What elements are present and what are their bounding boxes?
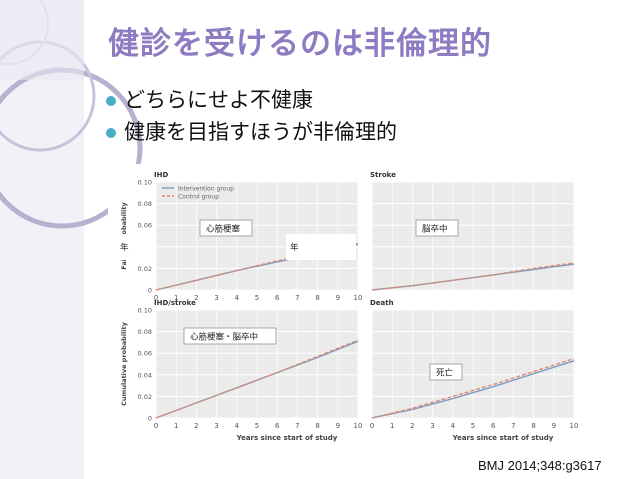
annotation-box [183,327,277,345]
slide-title: 健診を受けるのは非倫理的 [108,26,492,62]
x-tick-label: 6 [275,422,280,430]
bullet-dot-icon [106,128,116,138]
series-line-intervention [371,360,575,419]
bullet-text: どちらにせよ不健康 [124,88,313,112]
x-tick-label: 9 [552,422,556,430]
x-tick-label: 1 [174,294,178,302]
overlay-label: 年 [120,242,129,253]
panel-title: Death [370,299,394,307]
x-tick-label: 1 [174,422,178,430]
bullet-text: 健康を目指すほうが非倫理的 [124,120,397,144]
bullet-dot-icon [106,96,116,106]
x-tick-label: 2 [410,422,414,430]
x-axis-label: Years since start of study [236,434,338,442]
x-tick-label: 3 [214,294,218,302]
figure-bmj-panels: IHD00.020.040.060.080.10012345678910Fail… [108,164,590,454]
series-line-control [371,262,575,291]
x-tick-label: 8 [531,422,535,430]
y-tick-label: 0.06 [138,350,152,358]
x-tick-label: 0 [370,422,374,430]
x-tick-label: 0 [154,294,158,302]
x-tick-label: 3 [214,422,218,430]
x-tick-label: 4 [235,422,240,430]
x-tick-label: 7 [295,294,299,302]
x-tick-label: 0 [154,422,158,430]
x-tick-label: 10 [354,294,363,302]
x-tick-label: 5 [255,294,259,302]
panel-title: IHD [154,171,168,179]
x-tick-label: 10 [354,422,363,430]
overlay-label: 年 [290,242,299,253]
legend-label: Control group [178,194,219,201]
bullet-item: 健康を目指すほうが非倫理的 [104,116,397,148]
series-line-control [371,357,575,419]
y-tick-label: 0 [148,287,152,295]
x-tick-label: 3 [430,422,434,430]
x-tick-label: 6 [491,422,496,430]
annotation-label: 死亡 [436,368,454,379]
annotation-box [429,363,463,381]
x-tick-label: 4 [451,422,456,430]
annotation-label: 脳卒中 [422,224,448,235]
y-tick-label: 0.10 [138,307,152,315]
x-tick-label: 7 [511,422,515,430]
annotation-box [199,219,253,237]
x-tick-label: 9 [336,294,340,302]
x-tick-label: 2 [194,422,198,430]
series-line-control [155,242,359,291]
series-line-intervention [155,340,359,419]
annotation-label: 心筋梗塞・脳卒中 [190,332,258,343]
y-tick-label: 0.08 [138,200,152,208]
overlay-patch [112,234,152,260]
overlay-patch [286,234,356,260]
citation: BMJ 2014;348:g3617 [478,458,602,473]
x-tick-label: 8 [315,422,319,430]
y-tick-label: 0.04 [138,371,152,379]
deco-corner [0,0,84,80]
x-tick-label: 7 [295,422,299,430]
panel-title: IHD/stroke [154,299,196,307]
bullet-item: どちらにせよ不健康 [104,84,397,116]
x-tick-label: 6 [275,294,280,302]
panel-title: Stroke [370,171,396,179]
x-tick-label: 1 [390,422,394,430]
y-tick-label: 0.08 [138,328,152,336]
x-tick-label: 4 [235,294,240,302]
x-tick-label: 8 [315,294,319,302]
annotation-box [415,219,459,237]
x-tick-label: 10 [570,422,579,430]
annotation-label: 心筋梗塞 [206,224,241,235]
y-axis-label: Cumulative probability [120,321,128,405]
x-tick-label: 5 [255,422,259,430]
x-tick-label: 2 [194,294,198,302]
y-tick-label: 0.06 [138,222,152,230]
bullet-list: どちらにせよ不健康 健康を目指すほうが非倫理的 [104,84,397,148]
y-tick-label: 0.02 [138,265,152,273]
legend-label: Intervention group [178,186,234,193]
x-tick-label: 9 [336,422,340,430]
y-tick-label: 0.02 [138,393,152,401]
y-tick-label: 0 [148,415,152,423]
x-axis-label: Years since start of study [452,434,554,442]
y-tick-label: 0.10 [138,179,152,187]
x-tick-label: 5 [471,422,475,430]
series-line-control [155,339,359,419]
